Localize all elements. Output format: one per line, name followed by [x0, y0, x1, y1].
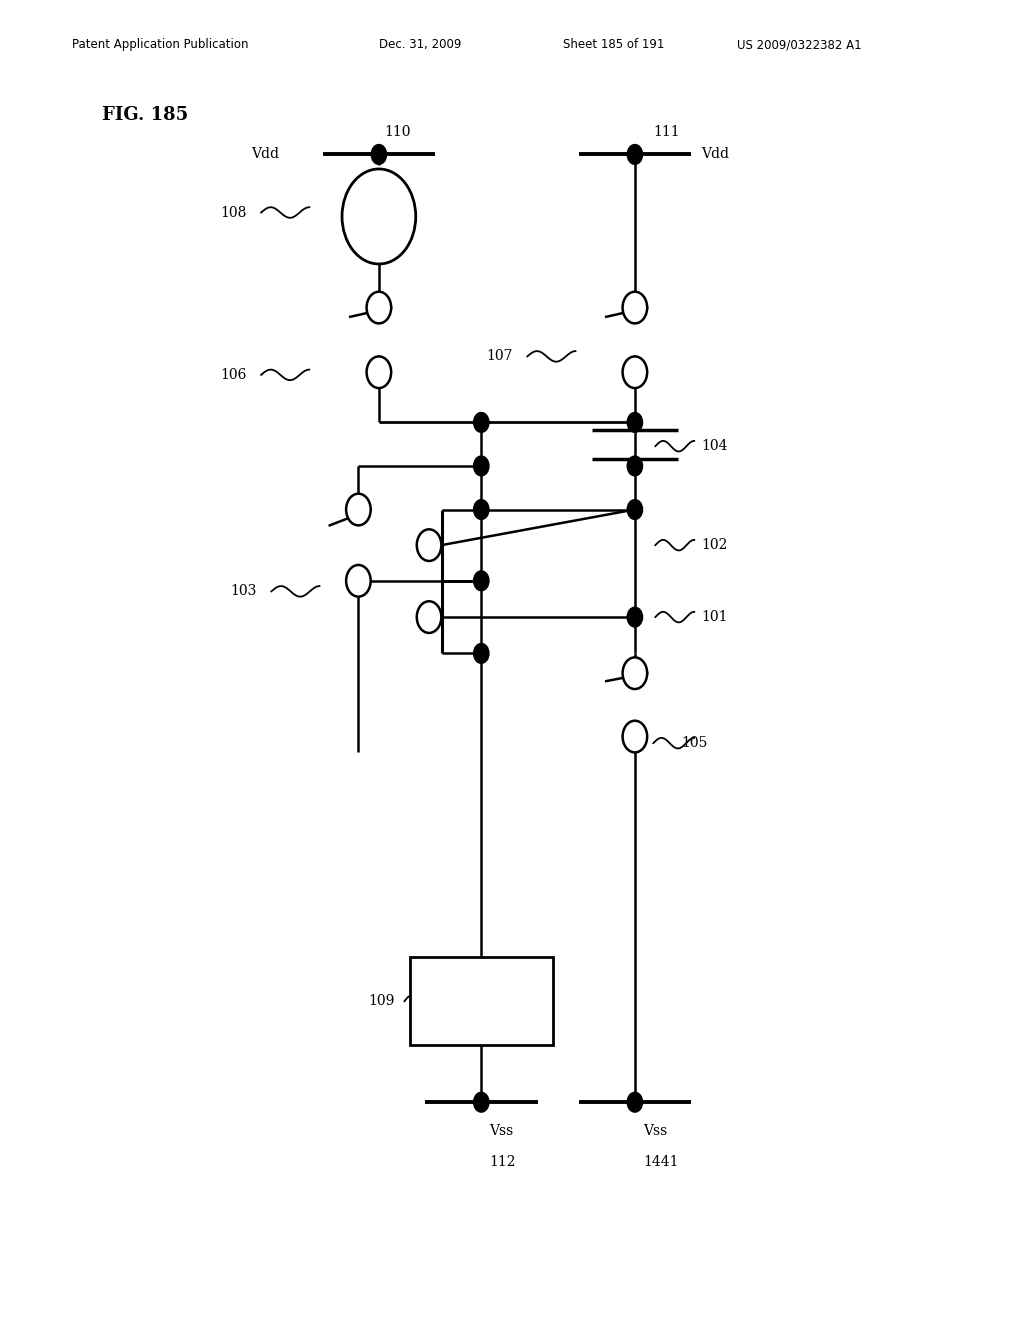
Circle shape	[473, 455, 489, 475]
Text: 106: 106	[220, 368, 247, 381]
Text: 107: 107	[486, 350, 513, 363]
Circle shape	[623, 721, 647, 752]
Circle shape	[623, 657, 647, 689]
Text: 104: 104	[701, 440, 728, 453]
Text: 102: 102	[701, 539, 728, 552]
Circle shape	[346, 494, 371, 525]
Text: Vss: Vss	[643, 1125, 668, 1138]
Text: US 2009/0322382 A1: US 2009/0322382 A1	[737, 38, 862, 51]
Text: FIG. 185: FIG. 185	[102, 106, 188, 124]
Circle shape	[627, 455, 643, 475]
Circle shape	[346, 565, 371, 597]
Circle shape	[371, 144, 387, 165]
Text: 111: 111	[653, 125, 680, 139]
Text: 108: 108	[220, 206, 247, 219]
Circle shape	[627, 1093, 643, 1111]
Circle shape	[342, 169, 416, 264]
Circle shape	[417, 602, 441, 634]
Text: 105: 105	[681, 737, 708, 750]
Circle shape	[473, 500, 489, 520]
Circle shape	[417, 529, 441, 561]
Text: Dec. 31, 2009: Dec. 31, 2009	[379, 38, 461, 51]
Text: 112: 112	[489, 1155, 516, 1168]
Text: 110: 110	[384, 125, 411, 139]
Circle shape	[627, 500, 643, 520]
Text: 101: 101	[701, 610, 728, 624]
Circle shape	[627, 412, 643, 433]
Circle shape	[627, 144, 643, 165]
Text: 103: 103	[230, 585, 257, 598]
Circle shape	[623, 292, 647, 323]
Text: Vss: Vss	[489, 1125, 514, 1138]
Text: 1441: 1441	[643, 1155, 679, 1168]
Circle shape	[367, 356, 391, 388]
Text: Sheet 185 of 191: Sheet 185 of 191	[563, 38, 665, 51]
Circle shape	[473, 644, 489, 663]
Circle shape	[473, 412, 489, 433]
Text: Vdd: Vdd	[251, 148, 279, 161]
Circle shape	[473, 570, 489, 590]
Circle shape	[473, 1093, 489, 1111]
Text: Vdd: Vdd	[701, 148, 729, 161]
Text: 109: 109	[369, 994, 395, 1008]
Circle shape	[367, 292, 391, 323]
Circle shape	[623, 356, 647, 388]
Text: Patent Application Publication: Patent Application Publication	[72, 38, 248, 51]
Bar	[410, 957, 553, 1045]
Circle shape	[627, 607, 643, 627]
